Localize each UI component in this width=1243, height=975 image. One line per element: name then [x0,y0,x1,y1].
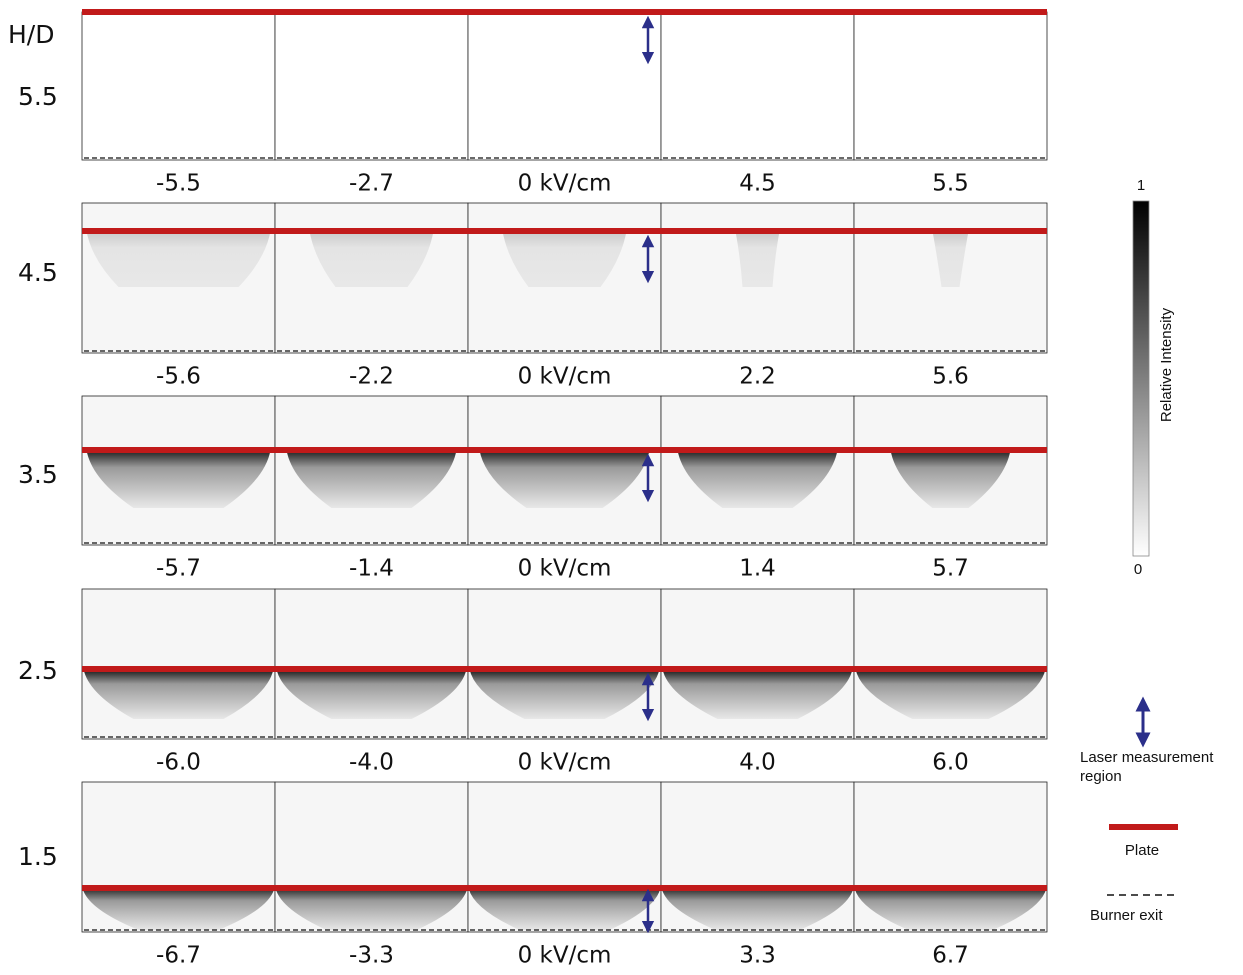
field-label: 5.7 [932,556,969,582]
field-label: -6.0 [156,750,201,776]
flame [87,231,271,287]
hd-value: 2.5 [18,656,58,685]
field-label: -2.7 [349,171,394,197]
field-label: 3.3 [739,943,776,969]
field-label: 4.0 [739,750,776,776]
field-label: -5.6 [156,364,201,390]
hd-value: 3.5 [18,460,58,489]
hd-header: H/D [8,20,54,49]
figure: H/D 1 0 Relative Intensity Laser measure… [0,0,1243,975]
panel [82,12,275,160]
field-label: 1.4 [739,556,776,582]
field-label: -5.5 [156,171,201,197]
flame [736,231,780,287]
field-label: -4.0 [349,750,394,776]
field-label: 2.2 [739,364,776,390]
colorbar-label: Relative Intensity [1158,307,1175,422]
field-label: 0 kV/cm [518,556,612,582]
field-label: 6.7 [932,943,969,969]
field-label: -3.3 [349,943,394,969]
legend-laser: Laser measurement region [1080,748,1238,786]
field-label: -6.7 [156,943,201,969]
panel [661,12,854,160]
field-label: -5.7 [156,556,201,582]
field-label: 0 kV/cm [518,943,612,969]
field-label: 0 kV/cm [518,171,612,197]
legend-plate: Plate [1125,842,1159,859]
field-label: -1.4 [349,556,394,582]
legend-burner: Burner exit [1090,907,1163,924]
field-label: -2.2 [349,364,394,390]
panel [468,12,661,160]
field-label: 0 kV/cm [518,750,612,776]
legend-laser-box: Laser measurement region [1080,748,1243,790]
field-label: 4.5 [739,171,776,197]
hd-value: 4.5 [18,258,58,287]
field-label: 0 kV/cm [518,364,612,390]
field-label: 5.5 [932,171,969,197]
colorbar [1133,201,1149,556]
panel [854,12,1047,160]
colorbar-min: 0 [1134,561,1142,578]
hd-value: 1.5 [18,842,58,871]
colorbar-max: 1 [1137,177,1145,194]
panel [275,12,468,160]
field-label: 5.6 [932,364,969,390]
field-label: 6.0 [932,750,969,776]
hd-value: 5.5 [18,82,58,111]
